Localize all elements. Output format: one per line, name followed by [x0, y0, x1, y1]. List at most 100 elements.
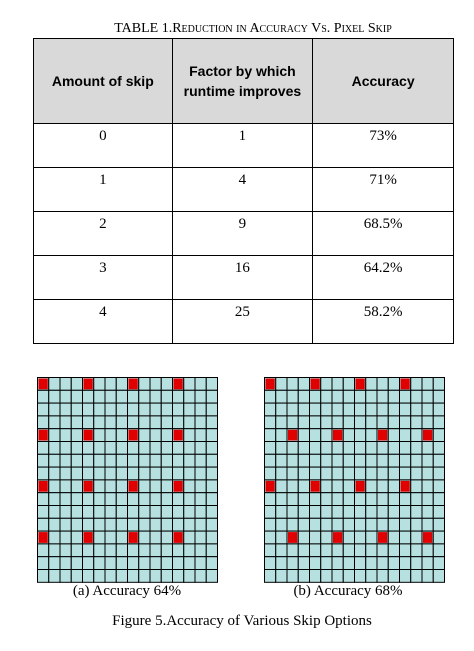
- grid-cell: [183, 530, 196, 545]
- grid-cell: [115, 377, 128, 391]
- grid-cell: [264, 466, 277, 481]
- grid-cell: [104, 556, 117, 570]
- grid-cell: [421, 377, 434, 391]
- grid-cell: [205, 466, 218, 481]
- sampled-pixel: [400, 378, 410, 390]
- grid-cell: [275, 453, 288, 468]
- grid-cell: [410, 377, 423, 391]
- grid-cell: [432, 492, 445, 506]
- grid-cell: [331, 479, 344, 494]
- grid-cell: [421, 543, 434, 558]
- grid-cell: [183, 517, 196, 532]
- grid-cell: [149, 428, 162, 443]
- grid-cell: [342, 453, 355, 468]
- table-cell: 1: [171, 123, 314, 168]
- grid-cell: [138, 530, 151, 545]
- grid-cell: [342, 466, 355, 481]
- grid-cell: [331, 492, 344, 506]
- grid-cell: [309, 415, 322, 430]
- header-row: Amount of skip Factor by which runtime im…: [33, 38, 454, 124]
- grid-cell: [275, 389, 288, 404]
- grid-cell: [104, 569, 117, 583]
- grid-cell: [194, 530, 207, 545]
- grid-cell: [82, 453, 95, 468]
- grid-cell: [410, 402, 423, 417]
- grid-cell: [93, 466, 106, 481]
- grid-cell: [421, 556, 434, 570]
- grid-cell: [399, 453, 412, 468]
- table-row: 0 1 73%: [33, 123, 454, 168]
- grid-cell: [421, 402, 434, 417]
- grid-cell: [264, 441, 277, 455]
- grid-cell: [387, 505, 400, 519]
- grid-cell: [286, 441, 299, 455]
- grid-cell: [127, 492, 140, 506]
- grid-cell: [172, 389, 185, 404]
- table-cell: 71%: [312, 167, 454, 212]
- sampled-pixel: [83, 480, 93, 492]
- grid-cell: [104, 466, 117, 481]
- grid-cell: [331, 389, 344, 404]
- grid-cell: [70, 569, 83, 583]
- sampled-pixel: [288, 532, 298, 543]
- grid-cell: [82, 402, 95, 417]
- grid-cell: [387, 530, 400, 545]
- grid-cell: [286, 377, 299, 391]
- grid-cell: [297, 530, 310, 545]
- grid-figure-a: [37, 377, 218, 583]
- grid-cell: [421, 389, 434, 404]
- grid-cell: [376, 556, 389, 570]
- grid-cell: [127, 402, 140, 417]
- grid-cell: [387, 377, 400, 391]
- table-cell: 1: [33, 167, 173, 212]
- grid-cell: [82, 415, 95, 430]
- grid-cell: [286, 505, 299, 519]
- grid-cell: [399, 466, 412, 481]
- grid-cell: [331, 517, 344, 532]
- grid-cell: [104, 517, 117, 532]
- grid-cell: [365, 428, 378, 443]
- grid-cell: [172, 517, 185, 532]
- grid-cell: [104, 479, 117, 494]
- table-row: 3 16 64.2%: [33, 255, 454, 300]
- grid-cell: [342, 492, 355, 506]
- grid-cell: [387, 569, 400, 583]
- grid-cell: [331, 453, 344, 468]
- grid-cell: [376, 517, 389, 532]
- grid-cell: [149, 556, 162, 570]
- grid-cell: [432, 569, 445, 583]
- grid-cell: [376, 415, 389, 430]
- sampled-pixel: [128, 429, 138, 441]
- sampled-pixel: [83, 532, 93, 543]
- grid-cell: [149, 402, 162, 417]
- grid-cell: [387, 389, 400, 404]
- figure-caption: Figure 5.Accuracy of Various Skip Option…: [112, 613, 372, 629]
- grid-cell: [376, 479, 389, 494]
- grid-cell: [320, 441, 333, 455]
- table-row: 2 9 68.5%: [33, 211, 454, 256]
- grid-cell: [365, 556, 378, 570]
- grid-cell: [354, 543, 367, 558]
- grid-cell: [309, 466, 322, 481]
- grid-cell: [376, 402, 389, 417]
- grid-cell: [342, 479, 355, 494]
- grid-cell: [399, 402, 412, 417]
- grid-cell: [183, 505, 196, 519]
- grid-cell: [399, 415, 412, 430]
- grid-cell: [194, 377, 207, 391]
- grid-cell: [387, 441, 400, 455]
- grid-cell: [399, 505, 412, 519]
- grid-cell: [365, 415, 378, 430]
- grid-cell: [205, 441, 218, 455]
- grid-cell: [205, 517, 218, 532]
- grid-cell: [48, 415, 61, 430]
- grid-cell: [421, 479, 434, 494]
- grid-cell: [205, 505, 218, 519]
- grid-cell: [138, 453, 151, 468]
- grid-cell: [172, 415, 185, 430]
- grid-cell: [172, 402, 185, 417]
- grid-cell: [138, 505, 151, 519]
- grid-cell: [320, 569, 333, 583]
- grid-cell: [59, 428, 72, 443]
- grid-cell: [410, 505, 423, 519]
